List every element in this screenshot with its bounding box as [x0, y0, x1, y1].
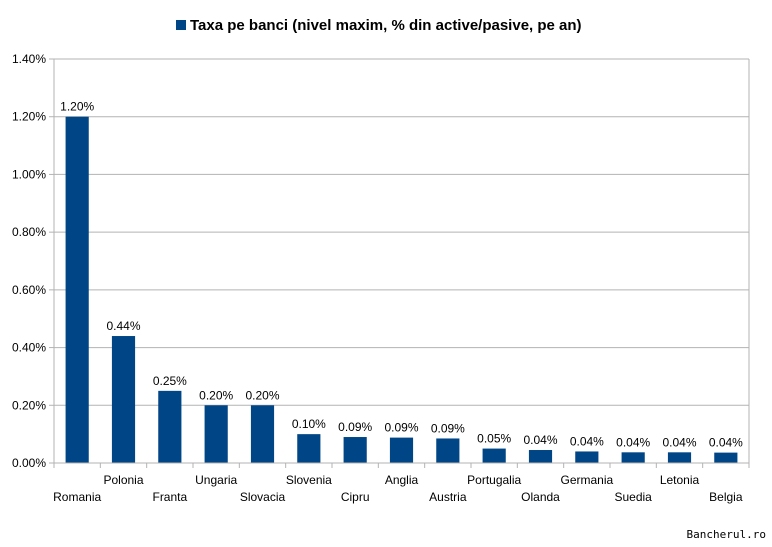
legend: Taxa pe banci (nivel maxim, % din active…	[176, 17, 582, 34]
data-label: 0.20%	[199, 388, 233, 402]
category-label: Romania	[53, 490, 101, 504]
bar	[65, 116, 89, 463]
category-label: Suedia	[614, 490, 652, 504]
category-label: Olanda	[521, 490, 560, 504]
category-label: Letonia	[660, 473, 700, 487]
y-tick-label: 0.80%	[12, 225, 46, 239]
data-label: 0.04%	[709, 436, 743, 450]
category-label: Polonia	[103, 473, 143, 487]
y-tick-label: 1.00%	[12, 167, 46, 181]
legend-swatch	[176, 20, 186, 30]
data-label: 0.04%	[523, 433, 557, 447]
data-label: 0.20%	[245, 388, 279, 402]
data-label: 0.04%	[616, 435, 650, 449]
bar	[111, 336, 136, 463]
bar	[389, 437, 414, 463]
category-label: Belgia	[709, 490, 743, 504]
y-tick-label: 1.20%	[12, 110, 46, 124]
bar	[575, 451, 599, 463]
data-label: 0.10%	[292, 417, 326, 431]
category-label: Germania	[560, 473, 613, 487]
bars	[65, 116, 738, 463]
bar	[297, 434, 321, 463]
y-tick-label: 1.40%	[12, 52, 46, 66]
category-label: Slovacia	[240, 490, 286, 504]
data-label: 0.44%	[106, 319, 140, 333]
legend-label: Taxa pe banci (nivel maxim, % din active…	[190, 17, 582, 34]
bar	[667, 452, 692, 463]
bar	[204, 405, 228, 463]
bar	[528, 450, 553, 463]
category-label: Austria	[429, 490, 467, 504]
category-label: Portugalia	[467, 473, 521, 487]
y-tick-label: 0.00%	[12, 456, 46, 470]
category-label: Anglia	[385, 473, 419, 487]
category-label: Ungaria	[195, 473, 237, 487]
bar	[436, 438, 460, 463]
data-label: 0.05%	[477, 432, 511, 446]
bar	[158, 390, 182, 463]
data-label: 1.20%	[60, 100, 94, 114]
bar	[343, 437, 367, 463]
bar	[621, 452, 645, 463]
y-tick-label: 0.40%	[12, 341, 46, 355]
axes	[53, 59, 750, 468]
category-label: Cipru	[341, 490, 370, 504]
data-label: 0.09%	[384, 421, 418, 435]
bar	[714, 452, 738, 463]
watermark: Bancherul.ro	[686, 528, 766, 541]
bar	[482, 448, 506, 463]
y-axis-tick-labels: 0.00% 0.20% 0.40% 0.60% 0.80% 1.00% 1.20% 1.40%	[12, 52, 46, 470]
category-label: Slovenia	[286, 473, 332, 487]
data-label: 0.25%	[153, 374, 187, 388]
gridlines	[49, 58, 749, 464]
data-label: 0.04%	[662, 435, 696, 449]
bar	[250, 405, 275, 463]
category-label: Franta	[152, 490, 187, 504]
data-label: 0.04%	[570, 434, 604, 448]
y-tick-label: 0.20%	[12, 398, 46, 412]
data-labels: 1.20% 0.44% 0.25% 0.20% 0.20% 0.10% 0.09% 0.09%…	[60, 100, 743, 450]
y-tick-label: 0.60%	[12, 283, 46, 297]
data-label: 0.09%	[431, 421, 465, 435]
data-label: 0.09%	[338, 420, 372, 434]
